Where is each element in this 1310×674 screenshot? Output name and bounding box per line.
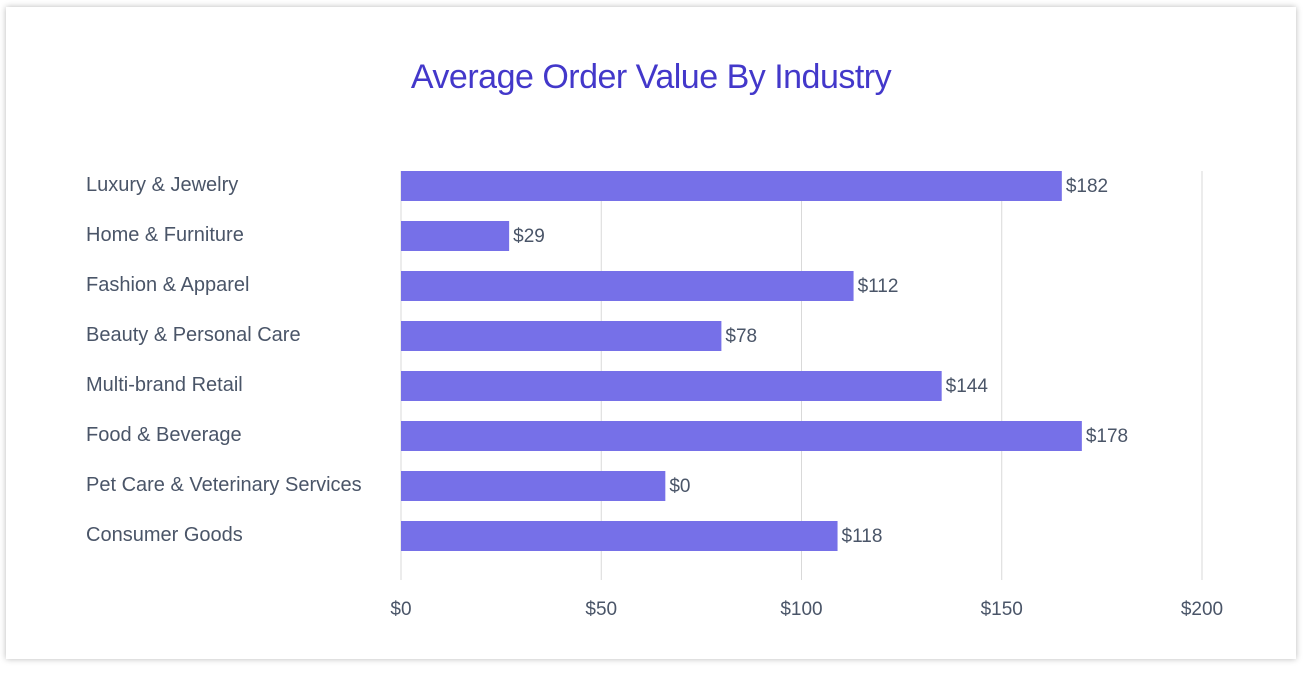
- category-label: Pet Care & Veterinary Services: [86, 474, 362, 496]
- bar: [401, 471, 666, 501]
- category-label: Food & Beverage: [86, 424, 242, 446]
- data-label: $178: [1086, 426, 1128, 447]
- value-labels: $182 $29 $112 $78 $144 $178 $0 $118: [513, 176, 1128, 547]
- bar: [401, 321, 722, 351]
- bar: [401, 421, 1082, 451]
- data-label: $29: [513, 226, 545, 247]
- x-tick-label: $100: [780, 599, 822, 620]
- bar: [401, 371, 942, 401]
- data-label: $182: [1066, 176, 1108, 197]
- data-label: $118: [842, 526, 883, 547]
- x-axis-ticks: $0 $50 $100 $150 $200: [390, 599, 1223, 620]
- bars: [401, 171, 1082, 551]
- category-label: Luxury & Jewelry: [86, 174, 238, 196]
- category-label: Fashion & Apparel: [86, 274, 249, 296]
- data-label: $112: [858, 276, 899, 297]
- data-label: $0: [669, 476, 690, 497]
- x-tick-label: $150: [981, 599, 1023, 620]
- chart-title: Average Order Value By Industry: [410, 58, 892, 96]
- category-label: Multi-brand Retail: [86, 374, 243, 396]
- data-label: $144: [946, 376, 989, 397]
- category-label: Beauty & Personal Care: [86, 324, 301, 346]
- data-label: $78: [725, 326, 757, 347]
- x-tick-label: $200: [1181, 599, 1223, 620]
- category-label: Consumer Goods: [86, 524, 243, 546]
- category-labels: Luxury & Jewelry Home & Furniture Fashion …: [86, 174, 362, 546]
- category-label: Home & Furniture: [86, 224, 244, 246]
- bar: [401, 221, 510, 251]
- bar: [401, 171, 1062, 201]
- bar: [401, 521, 838, 551]
- x-tick-label: $0: [390, 599, 411, 620]
- bar: [401, 271, 854, 301]
- x-tick-label: $50: [585, 599, 617, 620]
